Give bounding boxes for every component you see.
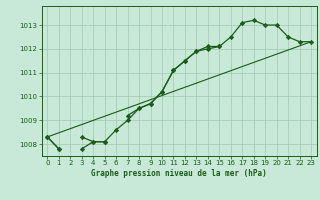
X-axis label: Graphe pression niveau de la mer (hPa): Graphe pression niveau de la mer (hPa) [91,169,267,178]
